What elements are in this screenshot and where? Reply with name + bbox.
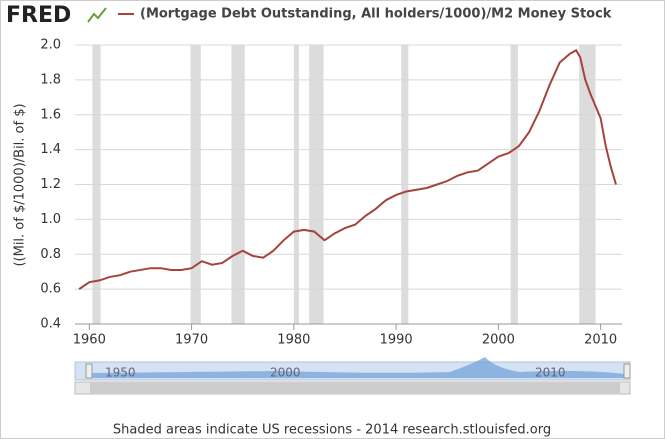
y-tick-label: 1.4	[40, 142, 61, 157]
x-tick-label: 1990	[380, 333, 413, 348]
navigator-label: 1950	[105, 366, 136, 380]
navigator-handle[interactable]	[85, 363, 93, 379]
navigator-handle[interactable]	[623, 363, 631, 379]
logo: FRED	[6, 3, 71, 28]
y-tick-label: 0.4	[40, 317, 61, 332]
navigator-label: 2010	[535, 366, 566, 380]
y-tick-label: 0.6	[40, 282, 61, 297]
y-tick-label: 1.6	[40, 107, 61, 122]
y-tick-label: 1.0	[40, 212, 61, 227]
x-tick-label: 1980	[277, 333, 310, 348]
y-axis-label: ((Mil. of $/1000)/Bil. of $)	[13, 103, 28, 266]
series-line	[78, 48, 617, 290]
x-tick-label: 1960	[73, 333, 106, 348]
y-tick-label: 0.8	[40, 247, 61, 262]
x-tick-label: 2010	[584, 333, 617, 348]
x-tick-label: 2000	[482, 333, 515, 348]
legend-label[interactable]: (Mortgage Debt Outstanding, All holders/…	[140, 7, 612, 22]
y-tick-label: 1.2	[40, 177, 61, 192]
y-tick-label: 1.8	[40, 72, 61, 87]
y-tick-label: 2.0	[40, 38, 61, 53]
navigator-label: 2000	[270, 366, 301, 380]
navigator-series	[92, 357, 625, 378]
scrollbar-thumb[interactable]	[90, 383, 620, 393]
footer: Shaded areas indicate US recessions - 20…	[113, 423, 551, 438]
logo-icon	[87, 7, 107, 23]
x-tick-label: 1970	[175, 333, 208, 348]
